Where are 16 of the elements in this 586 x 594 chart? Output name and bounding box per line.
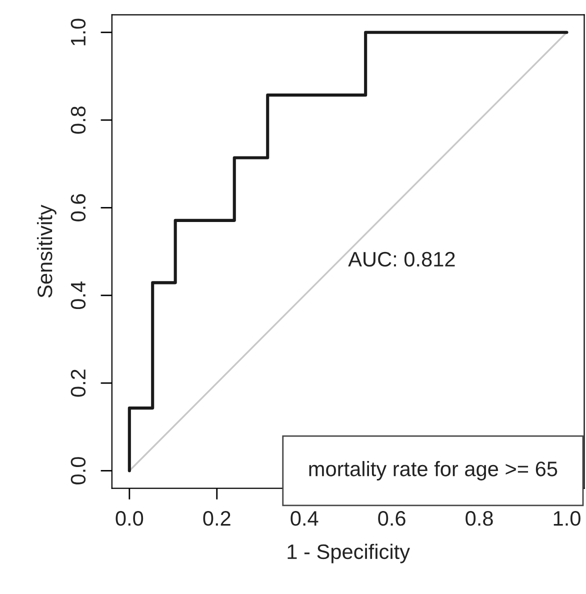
- y-tick-label: 0.0: [70, 457, 86, 484]
- x-tick-label: 0.4: [290, 511, 318, 526]
- x-tick-label: 0.0: [116, 511, 144, 526]
- annotation: mortality rate for age >= 65: [309, 461, 558, 480]
- y-tick-label: 1.0: [70, 18, 86, 46]
- x-tick-label: 0.2: [203, 511, 230, 526]
- x-axis-title: 1 - Specificity: [288, 544, 410, 564]
- x-tick-label: 0.8: [466, 511, 493, 526]
- y-axis-title: Sensitivity: [36, 204, 56, 298]
- annotation: AUC: 0.812: [348, 252, 455, 267]
- y-tick-label: 0.4: [70, 282, 86, 310]
- y-tick-label: 0.2: [70, 370, 86, 397]
- x-tick-label: 0.6: [378, 511, 406, 526]
- x-tick-label: 1.0: [554, 511, 580, 526]
- y-tick-label: 0.8: [70, 106, 86, 134]
- y-tick-label: 0.6: [70, 194, 86, 222]
